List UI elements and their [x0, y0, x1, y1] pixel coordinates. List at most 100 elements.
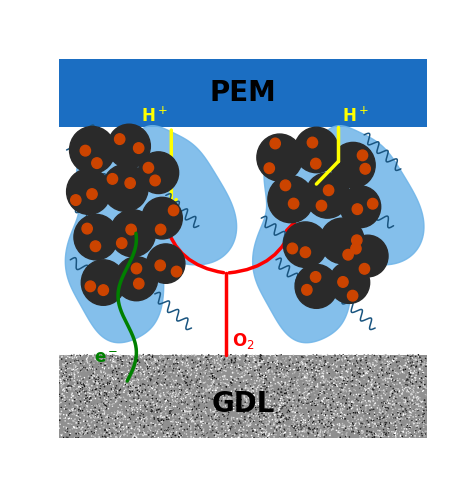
Point: [324, 359, 332, 367]
Point: [191, 370, 199, 378]
Point: [272, 416, 279, 424]
Point: [292, 406, 300, 414]
Point: [334, 355, 341, 363]
Point: [196, 358, 204, 366]
Point: [365, 356, 373, 364]
Point: [154, 415, 162, 423]
Point: [56, 378, 64, 386]
Point: [398, 407, 406, 415]
Point: [276, 424, 284, 431]
Point: [362, 365, 370, 373]
Point: [332, 390, 340, 398]
Point: [255, 366, 263, 374]
Point: [163, 412, 171, 420]
Point: [163, 410, 170, 418]
Point: [78, 379, 86, 387]
Point: [278, 424, 285, 431]
Point: [132, 419, 139, 427]
Point: [265, 420, 273, 428]
Point: [260, 425, 268, 433]
Point: [172, 381, 179, 389]
Point: [305, 424, 313, 432]
Point: [408, 388, 416, 396]
Point: [116, 423, 123, 430]
Point: [255, 416, 263, 424]
Point: [313, 394, 320, 402]
Point: [142, 420, 150, 428]
Point: [309, 351, 316, 359]
Point: [238, 373, 246, 381]
Point: [174, 419, 182, 427]
Point: [383, 427, 391, 434]
Point: [412, 355, 419, 363]
Point: [415, 428, 422, 436]
Point: [155, 415, 162, 423]
Point: [166, 379, 174, 387]
Point: [300, 432, 307, 440]
Point: [152, 423, 160, 430]
Point: [413, 363, 421, 370]
Point: [258, 371, 266, 379]
Point: [122, 397, 130, 404]
Point: [62, 374, 69, 382]
Point: [382, 419, 389, 427]
Point: [162, 361, 170, 369]
Point: [353, 360, 361, 368]
Point: [127, 388, 134, 396]
Point: [143, 417, 150, 425]
Point: [61, 427, 69, 435]
Point: [85, 357, 92, 365]
Point: [207, 415, 215, 423]
Point: [177, 412, 184, 420]
Point: [85, 360, 93, 368]
Point: [308, 419, 315, 427]
Point: [172, 358, 179, 366]
Point: [134, 405, 142, 413]
Point: [291, 409, 298, 417]
Point: [336, 431, 343, 439]
Point: [325, 395, 332, 402]
Point: [140, 355, 147, 363]
Point: [202, 387, 210, 395]
Point: [92, 406, 100, 414]
Point: [281, 431, 288, 439]
Point: [212, 425, 219, 432]
Point: [173, 394, 181, 402]
Point: [164, 429, 172, 437]
Point: [231, 401, 238, 409]
Point: [396, 428, 404, 436]
Point: [277, 425, 284, 433]
Point: [291, 396, 299, 404]
Point: [287, 402, 295, 410]
Point: [157, 370, 165, 378]
Point: [410, 413, 417, 421]
Point: [251, 391, 258, 399]
Point: [391, 400, 398, 407]
Point: [210, 411, 218, 419]
Point: [337, 411, 345, 419]
Point: [378, 394, 386, 402]
Point: [174, 384, 182, 392]
Point: [134, 386, 141, 394]
Point: [251, 426, 259, 434]
Point: [379, 402, 387, 410]
Point: [104, 356, 111, 364]
Point: [130, 424, 138, 431]
Point: [327, 377, 334, 385]
Point: [258, 388, 265, 396]
Point: [256, 402, 264, 410]
Point: [299, 366, 307, 374]
Point: [368, 389, 376, 397]
Point: [94, 375, 102, 383]
Point: [105, 374, 113, 382]
Point: [360, 371, 368, 379]
Point: [252, 384, 259, 392]
Point: [90, 432, 98, 440]
Point: [353, 353, 361, 361]
Point: [403, 370, 411, 378]
Point: [380, 422, 388, 430]
Point: [184, 433, 191, 441]
Point: [93, 383, 101, 391]
Point: [63, 372, 70, 380]
Point: [130, 367, 138, 374]
